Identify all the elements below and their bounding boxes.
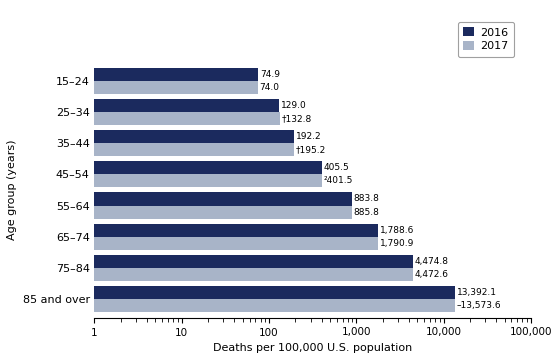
- Text: 1,788.6: 1,788.6: [380, 226, 415, 235]
- Bar: [0, 161, 322, 174]
- Text: ²401.5: ²401.5: [324, 176, 353, 185]
- Bar: [0, 299, 455, 312]
- Bar: [0, 268, 413, 281]
- Bar: [0, 206, 352, 219]
- Text: †132.8: †132.8: [282, 114, 312, 123]
- Bar: [0, 237, 378, 250]
- X-axis label: Deaths per 100,000 U.S. population: Deaths per 100,000 U.S. population: [213, 343, 413, 353]
- Bar: [0, 143, 295, 156]
- Text: 4,472.6: 4,472.6: [415, 270, 449, 279]
- Text: 405.5: 405.5: [324, 163, 350, 172]
- Text: 883.8: 883.8: [353, 194, 380, 203]
- Y-axis label: Age group (years): Age group (years): [7, 140, 17, 240]
- Bar: [0, 99, 279, 112]
- Bar: [0, 112, 280, 125]
- Text: 74.0: 74.0: [259, 83, 280, 92]
- Bar: [0, 193, 352, 206]
- Bar: [0, 286, 454, 299]
- Bar: [0, 130, 294, 143]
- Text: 192.2: 192.2: [296, 132, 321, 141]
- Bar: [0, 68, 258, 81]
- Text: 1,790.9: 1,790.9: [380, 239, 415, 248]
- Bar: [0, 224, 378, 237]
- Legend: 2016, 2017: 2016, 2017: [458, 22, 514, 57]
- Text: 4,474.8: 4,474.8: [415, 257, 449, 266]
- Bar: [0, 174, 321, 188]
- Bar: [0, 81, 258, 94]
- Text: 129.0: 129.0: [281, 101, 306, 110]
- Text: 885.8: 885.8: [353, 208, 380, 217]
- Text: –13,573.6: –13,573.6: [457, 301, 501, 310]
- Text: 74.9: 74.9: [260, 70, 280, 79]
- Bar: [0, 255, 413, 268]
- Text: †195.2: †195.2: [296, 145, 326, 154]
- Text: 13,392.1: 13,392.1: [457, 288, 496, 297]
